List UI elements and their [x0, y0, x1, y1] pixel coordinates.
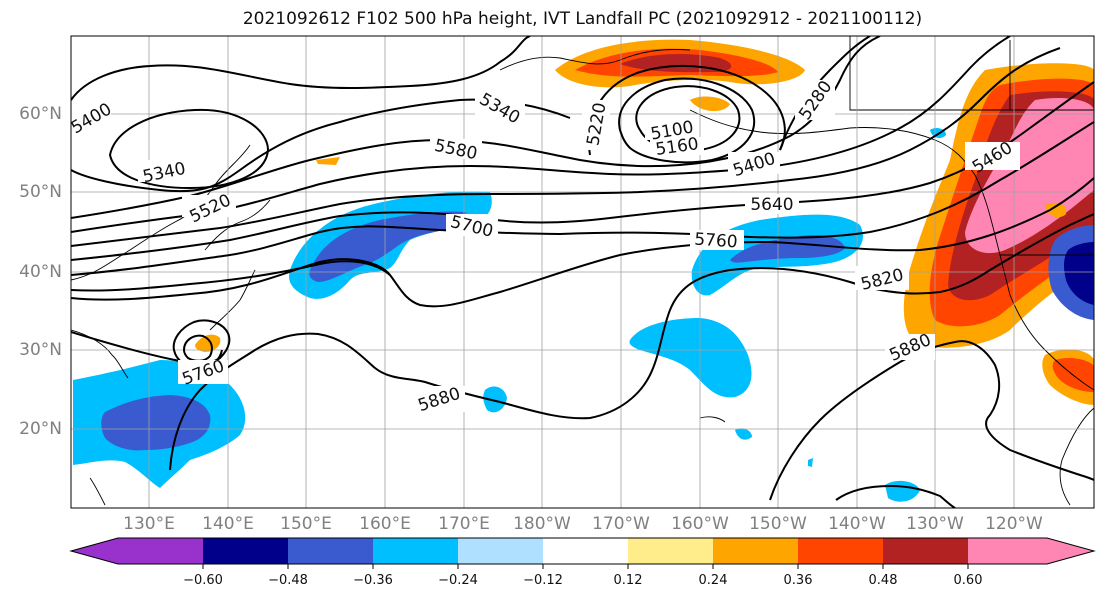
colorbar-tick-label: −0.36 — [353, 573, 393, 588]
colorbar-tick-label: −0.48 — [268, 573, 308, 588]
colorbar-tick-label: −0.60 — [183, 573, 223, 588]
colorbar-tick-label: 0.60 — [953, 573, 983, 588]
colorbar-tick-label: 0.48 — [868, 573, 898, 588]
lon-label: 130°W — [906, 514, 964, 534]
colorbar-segment — [118, 538, 203, 564]
colorbar-segment — [458, 538, 543, 564]
colorbar-segment — [373, 538, 458, 564]
lon-label: 160°E — [359, 514, 411, 534]
colorbar-segment — [713, 538, 798, 564]
colorbar-extend-high — [1047, 538, 1094, 564]
lon-label: 160°W — [671, 514, 729, 534]
colorbar-segment — [798, 538, 883, 564]
coastlines — [71, 36, 1094, 506]
colorbar — [69, 537, 1096, 569]
colorbar-tick-label: 0.12 — [613, 573, 643, 588]
lon-label: 180°W — [513, 514, 571, 534]
colorbar-tick-label: 0.24 — [698, 573, 728, 588]
lon-label: 150°E — [280, 514, 332, 534]
lat-label: 30°N — [19, 340, 62, 360]
lon-label: 120°W — [985, 514, 1043, 534]
lon-label: 130°E — [123, 514, 175, 534]
lon-label: 140°E — [202, 514, 254, 534]
lat-label: 50°N — [19, 182, 62, 202]
lon-label: 140°W — [828, 514, 886, 534]
colorbar-tick-label: 0.36 — [783, 573, 813, 588]
contour-label-boxes — [71, 80, 1020, 412]
colorbar-tick-label: −0.24 — [438, 573, 478, 588]
colorbar-segment — [543, 538, 628, 564]
colorbar-segment — [203, 538, 288, 564]
map-frame — [70, 35, 1095, 509]
lat-label: 60°N — [19, 104, 62, 124]
colorbar-tick-label: −0.12 — [523, 573, 563, 588]
lon-label: 170°E — [438, 514, 490, 534]
colorbar-segment — [628, 538, 713, 564]
colorbar-segment — [288, 538, 373, 564]
lat-label: 40°N — [19, 262, 62, 282]
contour-label: 5760 — [694, 230, 739, 253]
lon-label: 150°W — [749, 514, 807, 534]
colorbar-segment — [883, 538, 968, 564]
colorbar-segment — [968, 538, 1047, 564]
lat-label: 20°N — [19, 419, 62, 439]
map-title: 2021092612 F102 500 hPa height, IVT Land… — [242, 9, 923, 29]
lon-label: 170°W — [592, 514, 650, 534]
colorbar-extend-low — [71, 538, 118, 564]
contour-label: 5640 — [750, 195, 793, 215]
